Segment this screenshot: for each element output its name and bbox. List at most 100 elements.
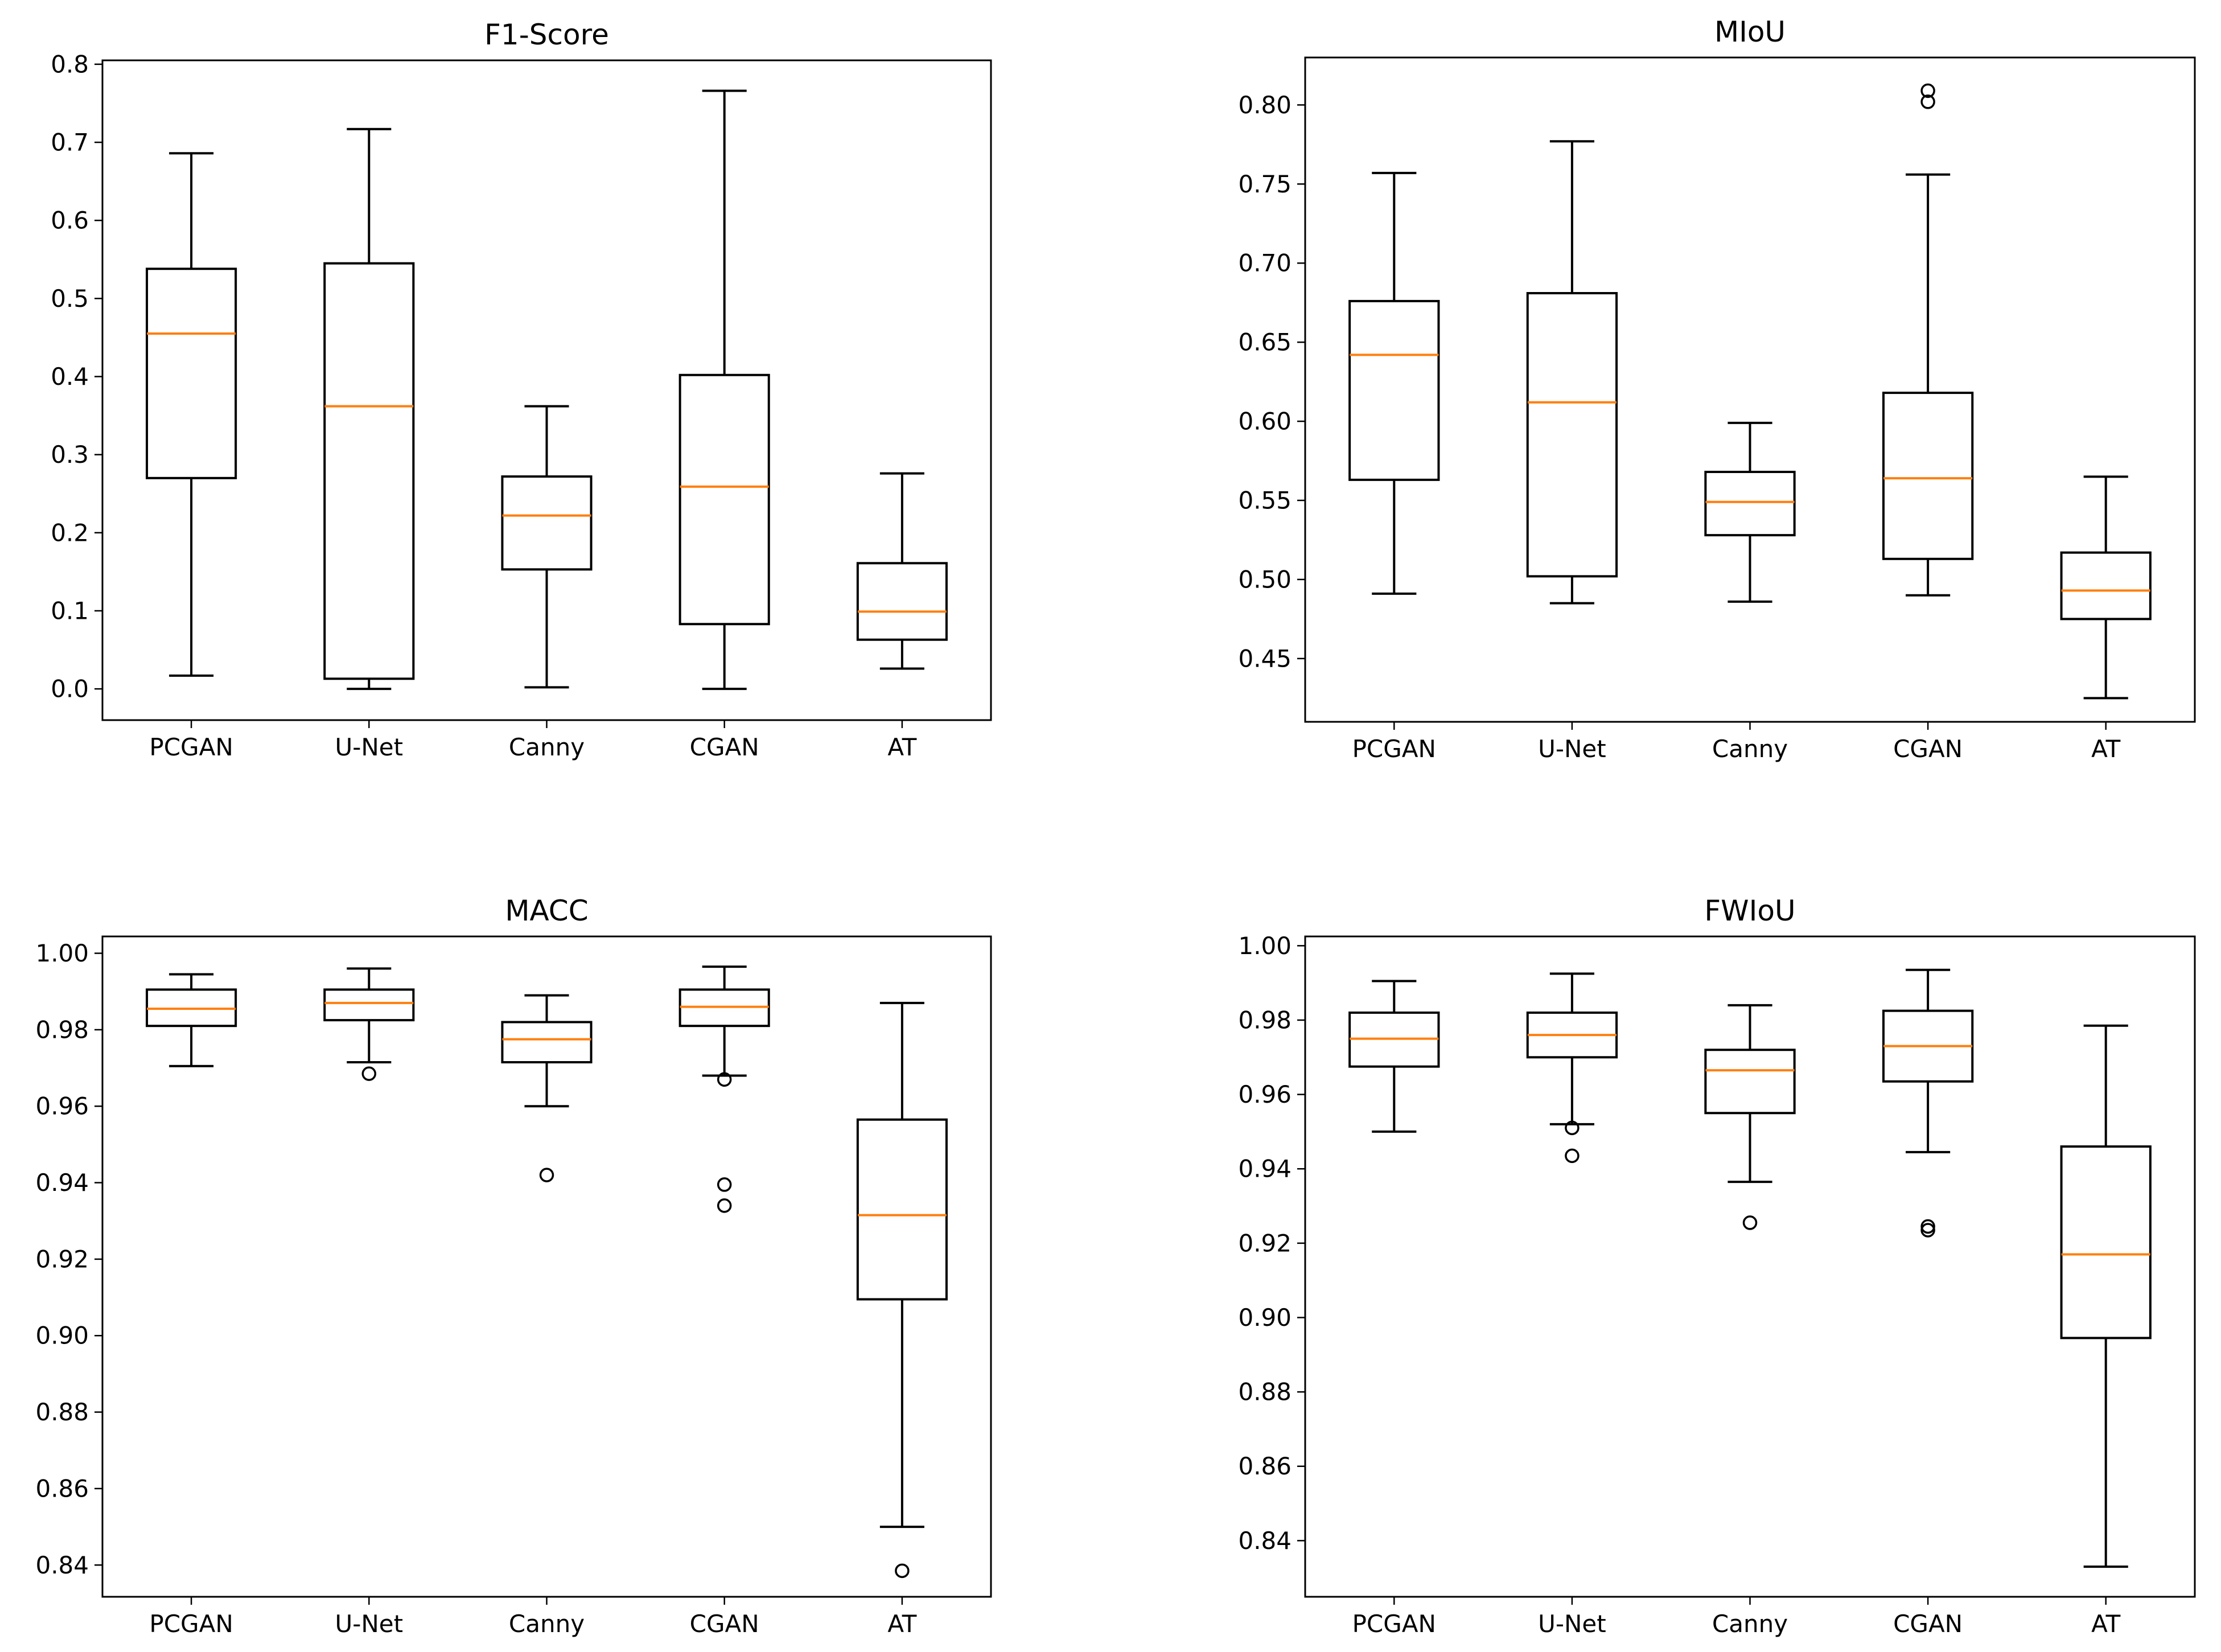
x-tick-label: PCGAN [1352,1610,1436,1638]
x-tick-label: Canny [1712,1610,1788,1638]
box-at [856,1001,948,1579]
axes-frame [1304,56,2196,723]
axes-frame [101,59,992,721]
box-cgan [1882,968,1974,1238]
y-tick-label: 0.6 [51,207,89,235]
box-canny [1704,1004,1796,1230]
iqr-box [2060,551,2152,620]
box-canny [501,994,593,1182]
y-tick-label: 0.7 [51,129,89,157]
chart-panel-2: MACC 0.84 0.86 0.88 0.90 0.92 0.94 0.96 0.98 1.00… [35,894,992,1638]
outlier-point [539,1168,554,1182]
iqr-box [1526,292,1618,578]
chart-title: F1-Score [484,18,609,51]
iqr-box [1704,470,1796,537]
y-tick-label: 0.88 [35,1398,89,1426]
box-pcgan [1348,171,1440,595]
outlier-point [717,1177,732,1192]
y-tick-label: 0.92 [35,1245,89,1273]
outlier-point [1920,83,1935,98]
y-tick-label: 0.90 [1238,1304,1292,1332]
chart-panel-1: MIoU 0.45 0.50 0.55 0.60 0.65 0.70 0.75 0.80 PCGA… [1238,15,2196,763]
y-tick-label: 1.00 [1238,932,1292,960]
box-u-net [1526,140,1618,605]
x-tick-label: U-Net [1538,735,1606,763]
iqr-box [146,268,237,479]
y-tick-label: 0.70 [1238,249,1292,277]
x-tick-label: U-Net [335,1610,403,1638]
y-tick-label: 0.90 [35,1322,89,1350]
x-tick-label: AT [887,1610,916,1638]
iqr-box [2060,1145,2152,1339]
y-tick-label: 0.5 [51,285,89,313]
box-at [2060,475,2152,700]
x-tick-label: CGAN [690,733,759,761]
axes-frame [101,935,992,1598]
iqr-box [501,475,593,571]
iqr-box [323,988,415,1022]
y-tick-label: 0.2 [51,519,89,546]
box-cgan [678,89,770,691]
x-tick-label: U-Net [1538,1610,1606,1638]
box-cgan [1882,83,1974,597]
x-tick-label: AT [2091,735,2120,763]
outlier-point [1920,1219,1935,1234]
box-u-net [1526,972,1618,1164]
y-tick-label: 0.1 [51,597,89,624]
box-canny [1704,421,1796,603]
x-tick-label: Canny [509,1610,585,1638]
outlier-point [361,1066,377,1081]
x-tick-label: U-Net [335,733,403,761]
box-at [2060,1024,2152,1568]
box-pcgan [1348,980,1440,1133]
iqr-box [1348,299,1440,481]
outlier-point [1565,1148,1580,1164]
y-tick-label: 0.50 [1238,565,1292,593]
iqr-box [323,262,415,680]
outlier-point [1742,1215,1758,1230]
iqr-box [856,562,948,641]
chart-panel-0: F1-Score 0.0 0.1 0.2 0.3 0.4 0.5 0.6 0.7 0.8 PCGAN… [51,18,992,761]
x-tick-label: PCGAN [1352,735,1436,763]
x-tick-label: PCGAN [149,733,233,761]
y-tick-label: 0.92 [1238,1229,1292,1257]
chart-title: MIoU [1714,15,1786,48]
axes-frame [1304,935,2196,1598]
outlier-point [717,1072,732,1087]
iqr-box [856,1118,948,1301]
x-tick-label: Canny [509,733,585,761]
y-tick-label: 0.98 [35,1016,89,1043]
y-tick-label: 0.86 [35,1474,89,1502]
y-tick-label: 0.88 [1238,1378,1292,1406]
y-tick-label: 0.98 [1238,1006,1292,1034]
y-tick-label: 0.84 [35,1551,89,1579]
iqr-box [501,1021,593,1063]
y-tick-label: 0.60 [1238,408,1292,435]
iqr-box [1882,392,1974,560]
outlier-point [1920,94,1935,109]
box-u-net [323,967,415,1081]
chart-panel-3: FWIoU 0.84 0.86 0.88 0.90 0.92 0.94 0.96 0.98 1.0… [1238,894,2196,1638]
y-tick-label: 0.94 [1238,1155,1292,1183]
outlier-point [1920,1223,1935,1238]
box-cgan [678,965,770,1213]
y-tick-label: 0.8 [51,50,89,78]
y-tick-label: 0.65 [1238,328,1292,356]
y-tick-label: 0.86 [1238,1452,1292,1480]
iqr-box [1704,1049,1796,1115]
chart-title: FWIoU [1704,894,1795,927]
y-tick-label: 0.80 [1238,91,1292,119]
y-tick-label: 0.84 [1238,1527,1292,1555]
y-tick-label: 0.75 [1238,170,1292,198]
y-tick-label: 1.00 [35,939,89,967]
y-tick-label: 0.55 [1238,487,1292,515]
outlier-point [895,1563,910,1579]
y-tick-label: 0.45 [1238,644,1292,672]
x-tick-label: CGAN [1893,1610,1963,1638]
y-tick-label: 0.96 [1238,1080,1292,1108]
x-tick-label: CGAN [690,1610,759,1638]
iqr-box [678,373,770,626]
y-tick-label: 0.4 [51,363,89,391]
